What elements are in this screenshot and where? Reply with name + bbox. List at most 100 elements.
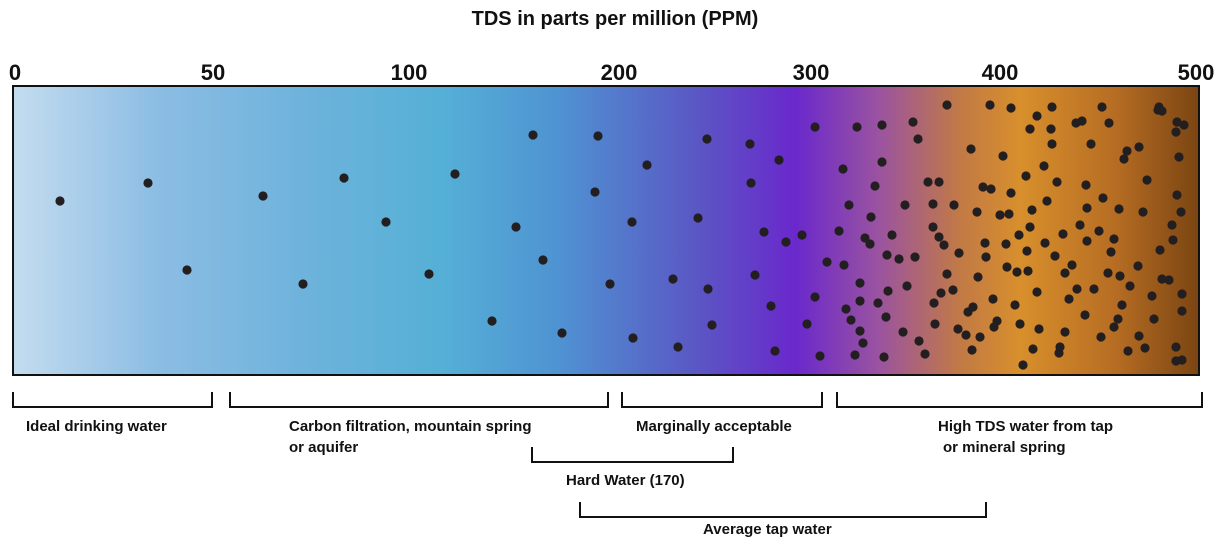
particle-dot — [1055, 342, 1065, 352]
particle-dot — [1004, 209, 1014, 219]
particle-dot — [986, 184, 996, 194]
particle-dot — [920, 349, 930, 359]
particle-dot — [1171, 342, 1181, 352]
particle-dot — [1177, 306, 1187, 316]
particle-dot — [143, 178, 153, 188]
particle-dot — [538, 255, 548, 265]
particle-dot — [839, 260, 849, 270]
particle-dot — [1138, 207, 1148, 217]
particle-dot — [972, 207, 982, 217]
particle-dot — [846, 315, 856, 325]
particle-dot — [942, 269, 952, 279]
particle-dot — [605, 279, 615, 289]
particle-dot — [1064, 294, 1074, 304]
particle-dot — [1172, 190, 1182, 200]
particle-dot — [900, 200, 910, 210]
range-label-marginal: Marginally acceptable — [636, 418, 792, 435]
particle-dot — [913, 134, 923, 144]
particle-dot — [1176, 207, 1186, 217]
tick-label-400: 400 — [981, 60, 1019, 85]
particle-dot — [1172, 117, 1182, 127]
range-bracket-marginal — [621, 392, 823, 408]
particle-dot — [702, 134, 712, 144]
particle-dot — [1171, 356, 1181, 366]
particle-dot — [1018, 360, 1028, 370]
tick-label-300: 300 — [792, 60, 830, 85]
range-label-carbon-line1: Carbon filtration, mountain spring — [289, 418, 532, 435]
particle-dot — [966, 144, 976, 154]
particle-dot — [1001, 239, 1011, 249]
particle-dot — [770, 346, 780, 356]
particle-dot — [1022, 246, 1032, 256]
tick-label-200: 200 — [600, 60, 638, 85]
particle-dot — [850, 350, 860, 360]
tick-label-0: 0 — [8, 60, 22, 85]
particle-dot — [1157, 106, 1167, 116]
particle-dot — [975, 332, 985, 342]
particle-dot — [511, 222, 521, 232]
tick-label-50: 50 — [200, 60, 226, 85]
particle-dot — [1047, 139, 1057, 149]
particle-dot — [1098, 193, 1108, 203]
particle-dot — [593, 131, 603, 141]
particle-dot — [1168, 235, 1178, 245]
particle-dot — [707, 320, 717, 330]
particle-dot — [838, 164, 848, 174]
particle-dot — [528, 130, 538, 140]
particle-dot — [928, 222, 938, 232]
particle-dot — [914, 336, 924, 346]
particle-dot — [910, 252, 920, 262]
particle-dot — [860, 233, 870, 243]
particle-dot — [810, 292, 820, 302]
particle-dot — [1174, 152, 1184, 162]
particle-dot — [902, 281, 912, 291]
particle-dot — [1123, 346, 1133, 356]
particle-dot — [1006, 103, 1016, 113]
particle-dot — [1106, 247, 1116, 257]
particle-dot — [642, 160, 652, 170]
particle-dot — [424, 269, 434, 279]
particle-dot — [923, 177, 933, 187]
range-bracket-hard — [531, 447, 734, 463]
particle-dot — [1040, 238, 1050, 248]
particle-dot — [873, 298, 883, 308]
particle-dot — [1142, 175, 1152, 185]
particle-dot — [1179, 120, 1189, 130]
particle-dot — [1039, 161, 1049, 171]
particle-dot — [1103, 268, 1113, 278]
particle-dot — [1114, 204, 1124, 214]
particle-dot — [980, 238, 990, 248]
particle-dot — [1047, 102, 1057, 112]
particle-dot — [590, 187, 600, 197]
particle-dot — [898, 327, 908, 337]
particle-dot — [1082, 203, 1092, 213]
particle-dot — [1109, 234, 1119, 244]
particle-dot — [1072, 284, 1082, 294]
particle-dot — [1032, 287, 1042, 297]
particle-dot — [810, 122, 820, 132]
particle-dot — [1096, 332, 1106, 342]
particle-dot — [981, 252, 991, 262]
range-bracket-high — [836, 392, 1203, 408]
particle-dot — [1115, 271, 1125, 281]
particle-dot — [978, 182, 988, 192]
particle-dot — [746, 178, 756, 188]
particle-dot — [1134, 142, 1144, 152]
particle-dot — [1167, 220, 1177, 230]
particle-dot — [887, 230, 897, 240]
particle-dot — [855, 278, 865, 288]
particle-dot — [949, 200, 959, 210]
particle-dot — [1042, 196, 1052, 206]
particle-dot — [627, 217, 637, 227]
particle-dot — [1140, 343, 1150, 353]
particle-dot — [1023, 266, 1033, 276]
particle-dot — [866, 212, 876, 222]
particle-dot — [870, 181, 880, 191]
particle-dot — [1125, 281, 1135, 291]
particle-dot — [995, 210, 1005, 220]
particle-dot — [1027, 205, 1037, 215]
particle-dot — [930, 319, 940, 329]
particle-dot — [1058, 229, 1068, 239]
particle-dot — [1109, 322, 1119, 332]
particle-dot — [1122, 146, 1132, 156]
